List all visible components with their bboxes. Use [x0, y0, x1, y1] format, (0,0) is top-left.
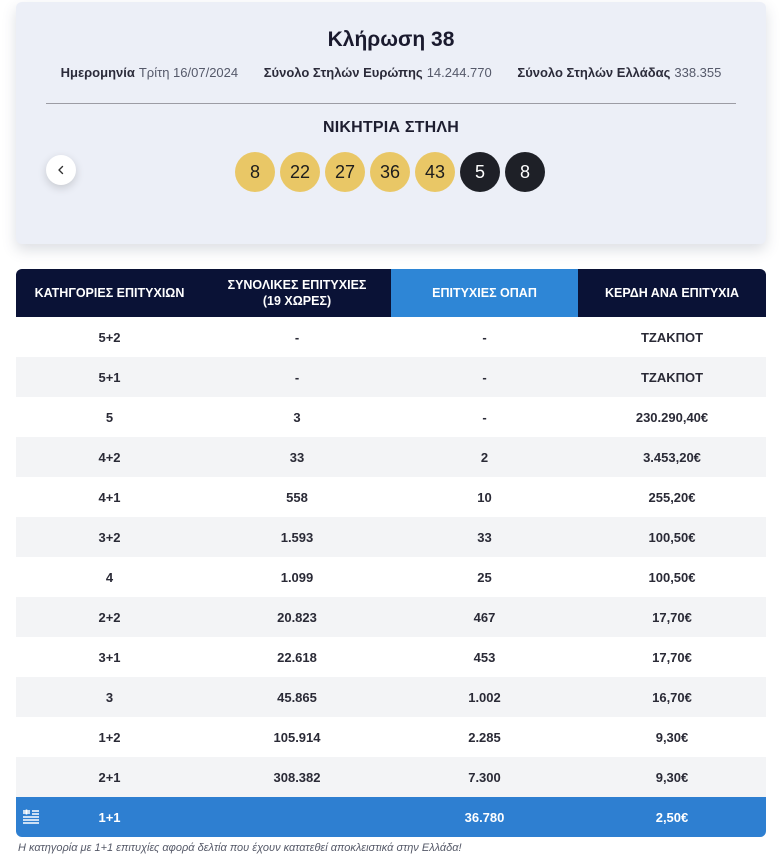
greece-total: Σύνολο Στηλών Ελλάδας 338.355 [517, 65, 721, 80]
number-ball: 27 [325, 152, 365, 192]
cell-category: 4+1 [98, 489, 121, 505]
cell-total: 3 [293, 409, 301, 425]
table-body: 5+2 - - ΤΖΑΚΠΟΤ 5+1 - - ΤΖΑΚΠΟΤ 5 3 - 230.290,40€… [16, 317, 766, 797]
cell-category: 5 [105, 409, 114, 425]
cell-total: 45.865 [277, 689, 317, 705]
table-row: 5+2 - - ΤΖΑΚΠΟΤ [16, 317, 766, 357]
highlight-row: 1+1 36.780 2,50€ [16, 797, 766, 837]
cell-prize: 17,70€ [652, 609, 692, 625]
cell-opap: 1.002 [468, 689, 501, 705]
cell-category: 3+1 [98, 649, 121, 665]
europe-label: Σύνολο Στηλών Ευρώπης [263, 65, 423, 80]
cell-total: 20.823 [277, 609, 317, 625]
cell-total: 1.593 [280, 529, 314, 545]
table-row: 2+2 20.823 467 17,70€ [16, 597, 766, 637]
cell-category: 5+1 [98, 369, 121, 385]
cell-opap: 453 [473, 649, 496, 665]
cell-total: 105.914 [273, 729, 321, 745]
star-ball: 8 [505, 152, 545, 192]
cell-prize: ΤΖΑΚΠΟΤ [640, 329, 704, 345]
header-prize: ΚΕΡΔΗ ΑΝΑ ΕΠΙΤΥΧΙΑ [578, 269, 766, 317]
europe-value: 14.244.770 [426, 65, 492, 80]
draw-title: Κλήρωση 38 [327, 28, 455, 51]
cell-total: 22.618 [277, 649, 317, 665]
date-value: Τρίτη 16/07/2024 [138, 65, 239, 80]
cell-total: 33 [289, 449, 305, 465]
chevron-left-icon [58, 165, 64, 175]
winning-balls: 8 22 27 36 43 5 8 [235, 152, 545, 192]
table-row: 4 1.099 25 100,50€ [16, 557, 766, 597]
table-row: 3+2 1.593 33 100,50€ [16, 517, 766, 557]
table-row: 5 3 - 230.290,40€ [16, 397, 766, 437]
cell-category: 4 [105, 569, 114, 585]
greece-flag-icon [23, 809, 39, 824]
table-row: 4+2 33 2 3.453,20€ [16, 437, 766, 477]
cell-opap: 2.285 [468, 729, 501, 745]
cell-total: 558 [286, 489, 308, 505]
cell-prize: 100,50€ [648, 569, 696, 585]
number-ball: 43 [415, 152, 455, 192]
cell-prize: 230.290,40€ [635, 409, 709, 425]
cell-prize: 3.453,20€ [643, 449, 701, 465]
previous-draw-button[interactable] [46, 155, 76, 185]
star-ball: 5 [460, 152, 500, 192]
cell-opap: 2 [480, 449, 489, 465]
table-row: 2+1 308.382 7.300 9,30€ [16, 757, 766, 797]
number-ball: 8 [235, 152, 275, 192]
table-row: 1+2 105.914 2.285 9,30€ [16, 717, 766, 757]
cell-category: 5+2 [98, 329, 121, 345]
cell-category: 4+2 [98, 449, 121, 465]
draw-card: Κλήρωση 38 Ημερομηνία Τρίτη 16/07/2024 Σύ… [16, 2, 766, 244]
date-label: Ημερομηνία [60, 65, 135, 80]
footnote: Η κατηγορία με 1+1 επιτυχίες αφορά δελτί… [18, 842, 462, 854]
prize-table: ΚΑΤΗΓΟΡΙΕΣ ΕΠΙΤΥΧΙΩΝ ΣΥΝΟΛΙΚΕΣ ΕΠΙΤΥΧΙΕΣ… [16, 269, 766, 837]
cell-prize: 100,50€ [648, 529, 696, 545]
cell-prize: 255,20€ [648, 489, 696, 505]
table-row: 3+1 22.618 453 17,70€ [16, 637, 766, 677]
cell-category: 3 [105, 689, 114, 705]
divider [46, 103, 736, 104]
cell-category: 1+2 [98, 729, 121, 745]
cell-prize: 16,70€ [652, 689, 692, 705]
cell-opap: 467 [473, 609, 496, 625]
greece-label: Σύνολο Στηλών Ελλάδας [517, 65, 671, 80]
header-total: ΣΥΝΟΛΙΚΕΣ ΕΠΙΤΥΧΙΕΣ (19 ΧΩΡΕΣ) [203, 269, 391, 317]
cell-opap: - [482, 329, 487, 345]
cell-total: - [294, 369, 300, 385]
header-total-title: ΣΥΝΟΛΙΚΕΣ ΕΠΙΤΥΧΙΕΣ [227, 278, 367, 292]
table-row: 4+1 558 10 255,20€ [16, 477, 766, 517]
cell-prize: 9,30€ [655, 729, 689, 745]
header-total-sub: (19 ΧΩΡΕΣ) [262, 294, 332, 308]
cell-opap: 25 [477, 569, 492, 585]
cell-total: - [294, 329, 300, 345]
table-header: ΚΑΤΗΓΟΡΙΕΣ ΕΠΙΤΥΧΙΩΝ ΣΥΝΟΛΙΚΕΣ ΕΠΙΤΥΧΙΕΣ… [16, 269, 766, 317]
cell-prize: ΤΖΑΚΠΟΤ [640, 369, 704, 385]
cell-prize: 17,70€ [652, 649, 692, 665]
draw-meta: Ημερομηνία Τρίτη 16/07/2024 Σύνολο Στηλών… [16, 65, 766, 80]
cell-opap: 10 [477, 489, 492, 505]
cell-opap: 33 [477, 529, 492, 545]
cell-prize: 9,30€ [655, 769, 689, 785]
cell-category: 2+1 [98, 769, 121, 785]
header-category: ΚΑΤΗΓΟΡΙΕΣ ΕΠΙΤΥΧΙΩΝ [16, 269, 203, 317]
number-ball: 36 [370, 152, 410, 192]
cell-category: 2+2 [98, 609, 121, 625]
table-row: 3 45.865 1.002 16,70€ [16, 677, 766, 717]
highlight-opap: 36.780 [464, 809, 505, 825]
cell-total: 308.382 [273, 769, 321, 785]
table-row: 5+1 - - ΤΖΑΚΠΟΤ [16, 357, 766, 397]
cell-opap: 7.300 [468, 769, 501, 785]
cell-opap: - [482, 409, 487, 425]
europe-total: Σύνολο Στηλών Ευρώπης 14.244.770 [264, 65, 492, 80]
header-opap: ΕΠΙΤΥΧΙΕΣ ΟΠΑΠ [391, 269, 578, 317]
draw-date: Ημερομηνία Τρίτη 16/07/2024 [61, 65, 239, 80]
cell-opap: - [482, 369, 487, 385]
cell-category: 3+2 [98, 529, 121, 545]
highlight-prize: 2,50€ [655, 809, 689, 825]
greece-value: 338.355 [674, 65, 722, 80]
winning-column-label: ΝΙΚΗΤΡΙΑ ΣΤΗΛΗ [323, 119, 459, 136]
cell-total: 1.099 [280, 569, 314, 585]
highlight-category: 1+1 [98, 809, 121, 825]
number-ball: 22 [280, 152, 320, 192]
